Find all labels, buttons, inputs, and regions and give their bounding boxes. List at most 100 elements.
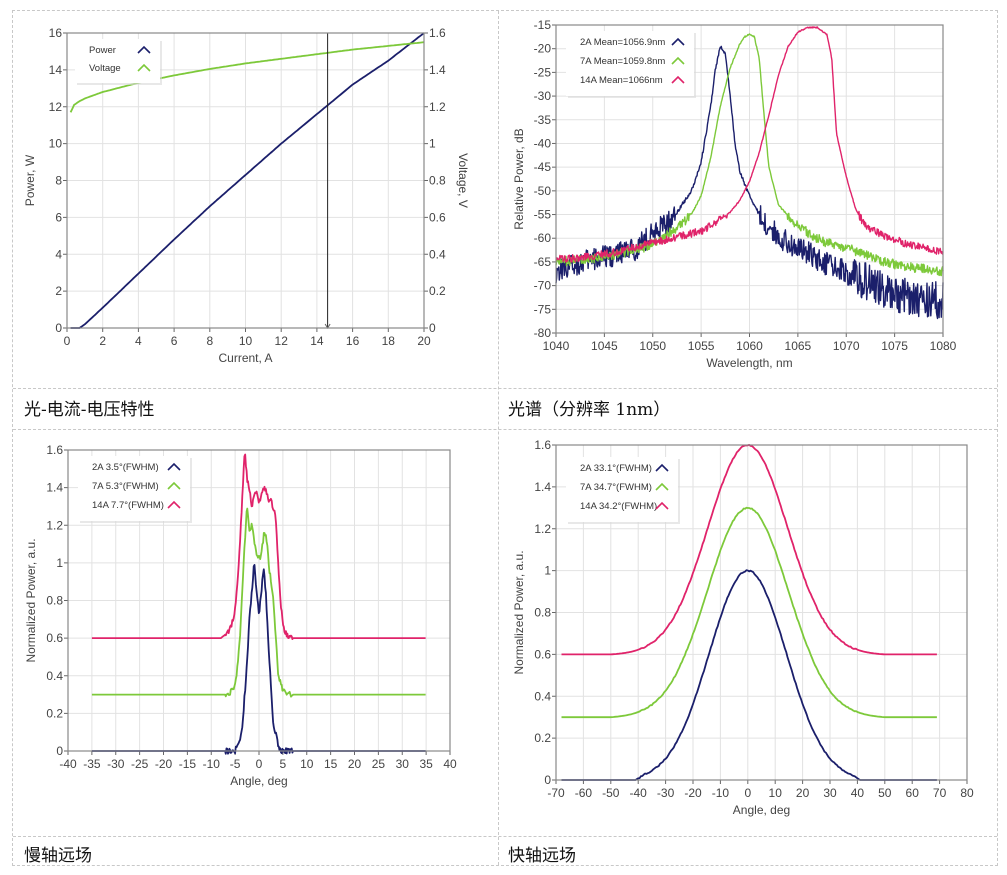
legend-label: 7A 34.7°(FWHM) <box>580 482 652 493</box>
x-tick-label: 18 <box>382 334 396 348</box>
y-tick-label: 6 <box>55 210 62 224</box>
x-tick-label: 60 <box>906 786 920 800</box>
x-tick-label: 30 <box>823 786 837 800</box>
x-tick-label: 0 <box>256 757 263 771</box>
y-tick-label: 1.6 <box>534 438 551 452</box>
caption-slow-axis: 慢轴远场 <box>24 846 92 866</box>
y-tick-label: 1.2 <box>534 522 551 536</box>
y-tick-label: -45 <box>534 160 552 174</box>
y2-axis-label: Voltage, V <box>456 153 470 208</box>
x-tick-label: 1055 <box>688 339 715 353</box>
legend-swatch-icon <box>671 75 685 84</box>
y-tick-label: -80 <box>534 326 552 340</box>
x-tick-label: 0 <box>64 334 71 348</box>
x-tick-label: 16 <box>346 334 360 348</box>
legend-label: 7A Mean=1059.8nm <box>580 56 665 67</box>
y-tick-label: 1.4 <box>46 481 63 495</box>
x-tick-label: 10 <box>239 334 253 348</box>
legend-swatch-icon <box>167 481 181 490</box>
legend-swatch-icon <box>655 501 669 510</box>
y2-tick-label: 0.2 <box>429 284 446 298</box>
plot-frame <box>67 449 451 752</box>
legend-label: 2A 33.1°(FWHM) <box>580 463 652 474</box>
y-tick-label: 1.6 <box>46 443 63 457</box>
x-tick-label: 1045 <box>591 339 618 353</box>
y-tick-label: 14 <box>49 63 63 77</box>
series-line <box>91 507 426 698</box>
y-tick-label: 0.2 <box>534 731 551 745</box>
x-tick-label: 50 <box>878 786 892 800</box>
x-tick-label: -25 <box>131 757 149 771</box>
series-line <box>91 453 426 640</box>
x-tick-label: -50 <box>602 786 620 800</box>
y-tick-label: -70 <box>534 279 552 293</box>
legend-label: 14A 7.7°(FWHM) <box>92 500 164 511</box>
y-tick-label: 0.6 <box>534 647 551 661</box>
y-tick-label: 1.4 <box>534 480 551 494</box>
x-tick-label: 20 <box>796 786 810 800</box>
table-row-divider <box>13 429 997 430</box>
y2-tick-label: 0 <box>429 321 436 335</box>
series-line <box>555 33 944 277</box>
legend-label: 14A Mean=1066nm <box>580 75 663 86</box>
x-tick-label: 14 <box>310 334 324 348</box>
y-tick-label: 0.2 <box>46 706 63 720</box>
y-tick-label: 1.2 <box>46 518 63 532</box>
legend-label: 2A Mean=1056.9nm <box>580 37 665 48</box>
legend-swatch-icon <box>655 482 669 491</box>
y-tick-label: 0 <box>55 321 62 335</box>
x-tick-label: 12 <box>275 334 289 348</box>
x-tick-label: 1070 <box>833 339 860 353</box>
x-tick-label: 40 <box>851 786 865 800</box>
legend-label: Voltage <box>89 63 121 74</box>
legend-swatch-icon <box>671 37 685 46</box>
y-tick-label: -65 <box>534 255 552 269</box>
x-tick-label: 1075 <box>881 339 908 353</box>
table-row-divider <box>13 836 997 837</box>
legend-label: 14A 34.2°(FWHM) <box>580 501 657 512</box>
y-axis-label: Power, W <box>23 154 37 206</box>
y2-tick-label: 1 <box>429 137 436 151</box>
legend-label: 2A 3.5°(FWHM) <box>92 462 159 473</box>
x-tick-label: 8 <box>206 334 213 348</box>
y-tick-label: 0.4 <box>534 689 551 703</box>
series-line <box>70 32 425 329</box>
legend-label: 7A 5.3°(FWHM) <box>92 481 159 492</box>
x-tick-label: 10 <box>300 757 314 771</box>
plot-frame <box>555 24 944 334</box>
y-tick-label: 0 <box>56 744 63 758</box>
series-line <box>555 45 944 320</box>
legend-box <box>75 39 160 83</box>
y-tick-label: -35 <box>534 113 552 127</box>
x-tick-label: -10 <box>203 757 221 771</box>
x-tick-label: 6 <box>171 334 178 348</box>
y-tick-label: 2 <box>55 284 62 298</box>
x-tick-label: 5 <box>280 757 287 771</box>
x-axis-label: Angle, deg <box>230 774 287 788</box>
legend-swatch-icon <box>167 500 181 509</box>
y2-tick-label: 1.6 <box>429 26 446 40</box>
x-tick-label: -70 <box>547 786 565 800</box>
caption-fast-axis: 快轴远场 <box>508 846 576 866</box>
x-tick-label: 1060 <box>736 339 763 353</box>
x-tick-label: -35 <box>83 757 101 771</box>
legend-swatch-icon <box>167 462 181 471</box>
x-tick-label: 1065 <box>785 339 812 353</box>
caption-liv: 光-电流-电压特性 <box>24 400 155 420</box>
x-tick-label: 20 <box>348 757 362 771</box>
x-tick-label: -40 <box>59 757 77 771</box>
x-tick-label: 15 <box>324 757 338 771</box>
y-tick-label: 1 <box>56 556 63 570</box>
y-tick-label: 4 <box>55 247 62 261</box>
series-line <box>561 506 937 719</box>
y-tick-label: -30 <box>534 89 552 103</box>
figure-table <box>12 10 998 866</box>
x-tick-label: -20 <box>155 757 173 771</box>
y-tick-label: 0.8 <box>46 594 63 608</box>
x-tick-label: 1050 <box>639 339 666 353</box>
table-column-divider <box>498 11 499 865</box>
y2-tick-label: 0.6 <box>429 210 446 224</box>
y-tick-label: 0 <box>544 773 551 787</box>
